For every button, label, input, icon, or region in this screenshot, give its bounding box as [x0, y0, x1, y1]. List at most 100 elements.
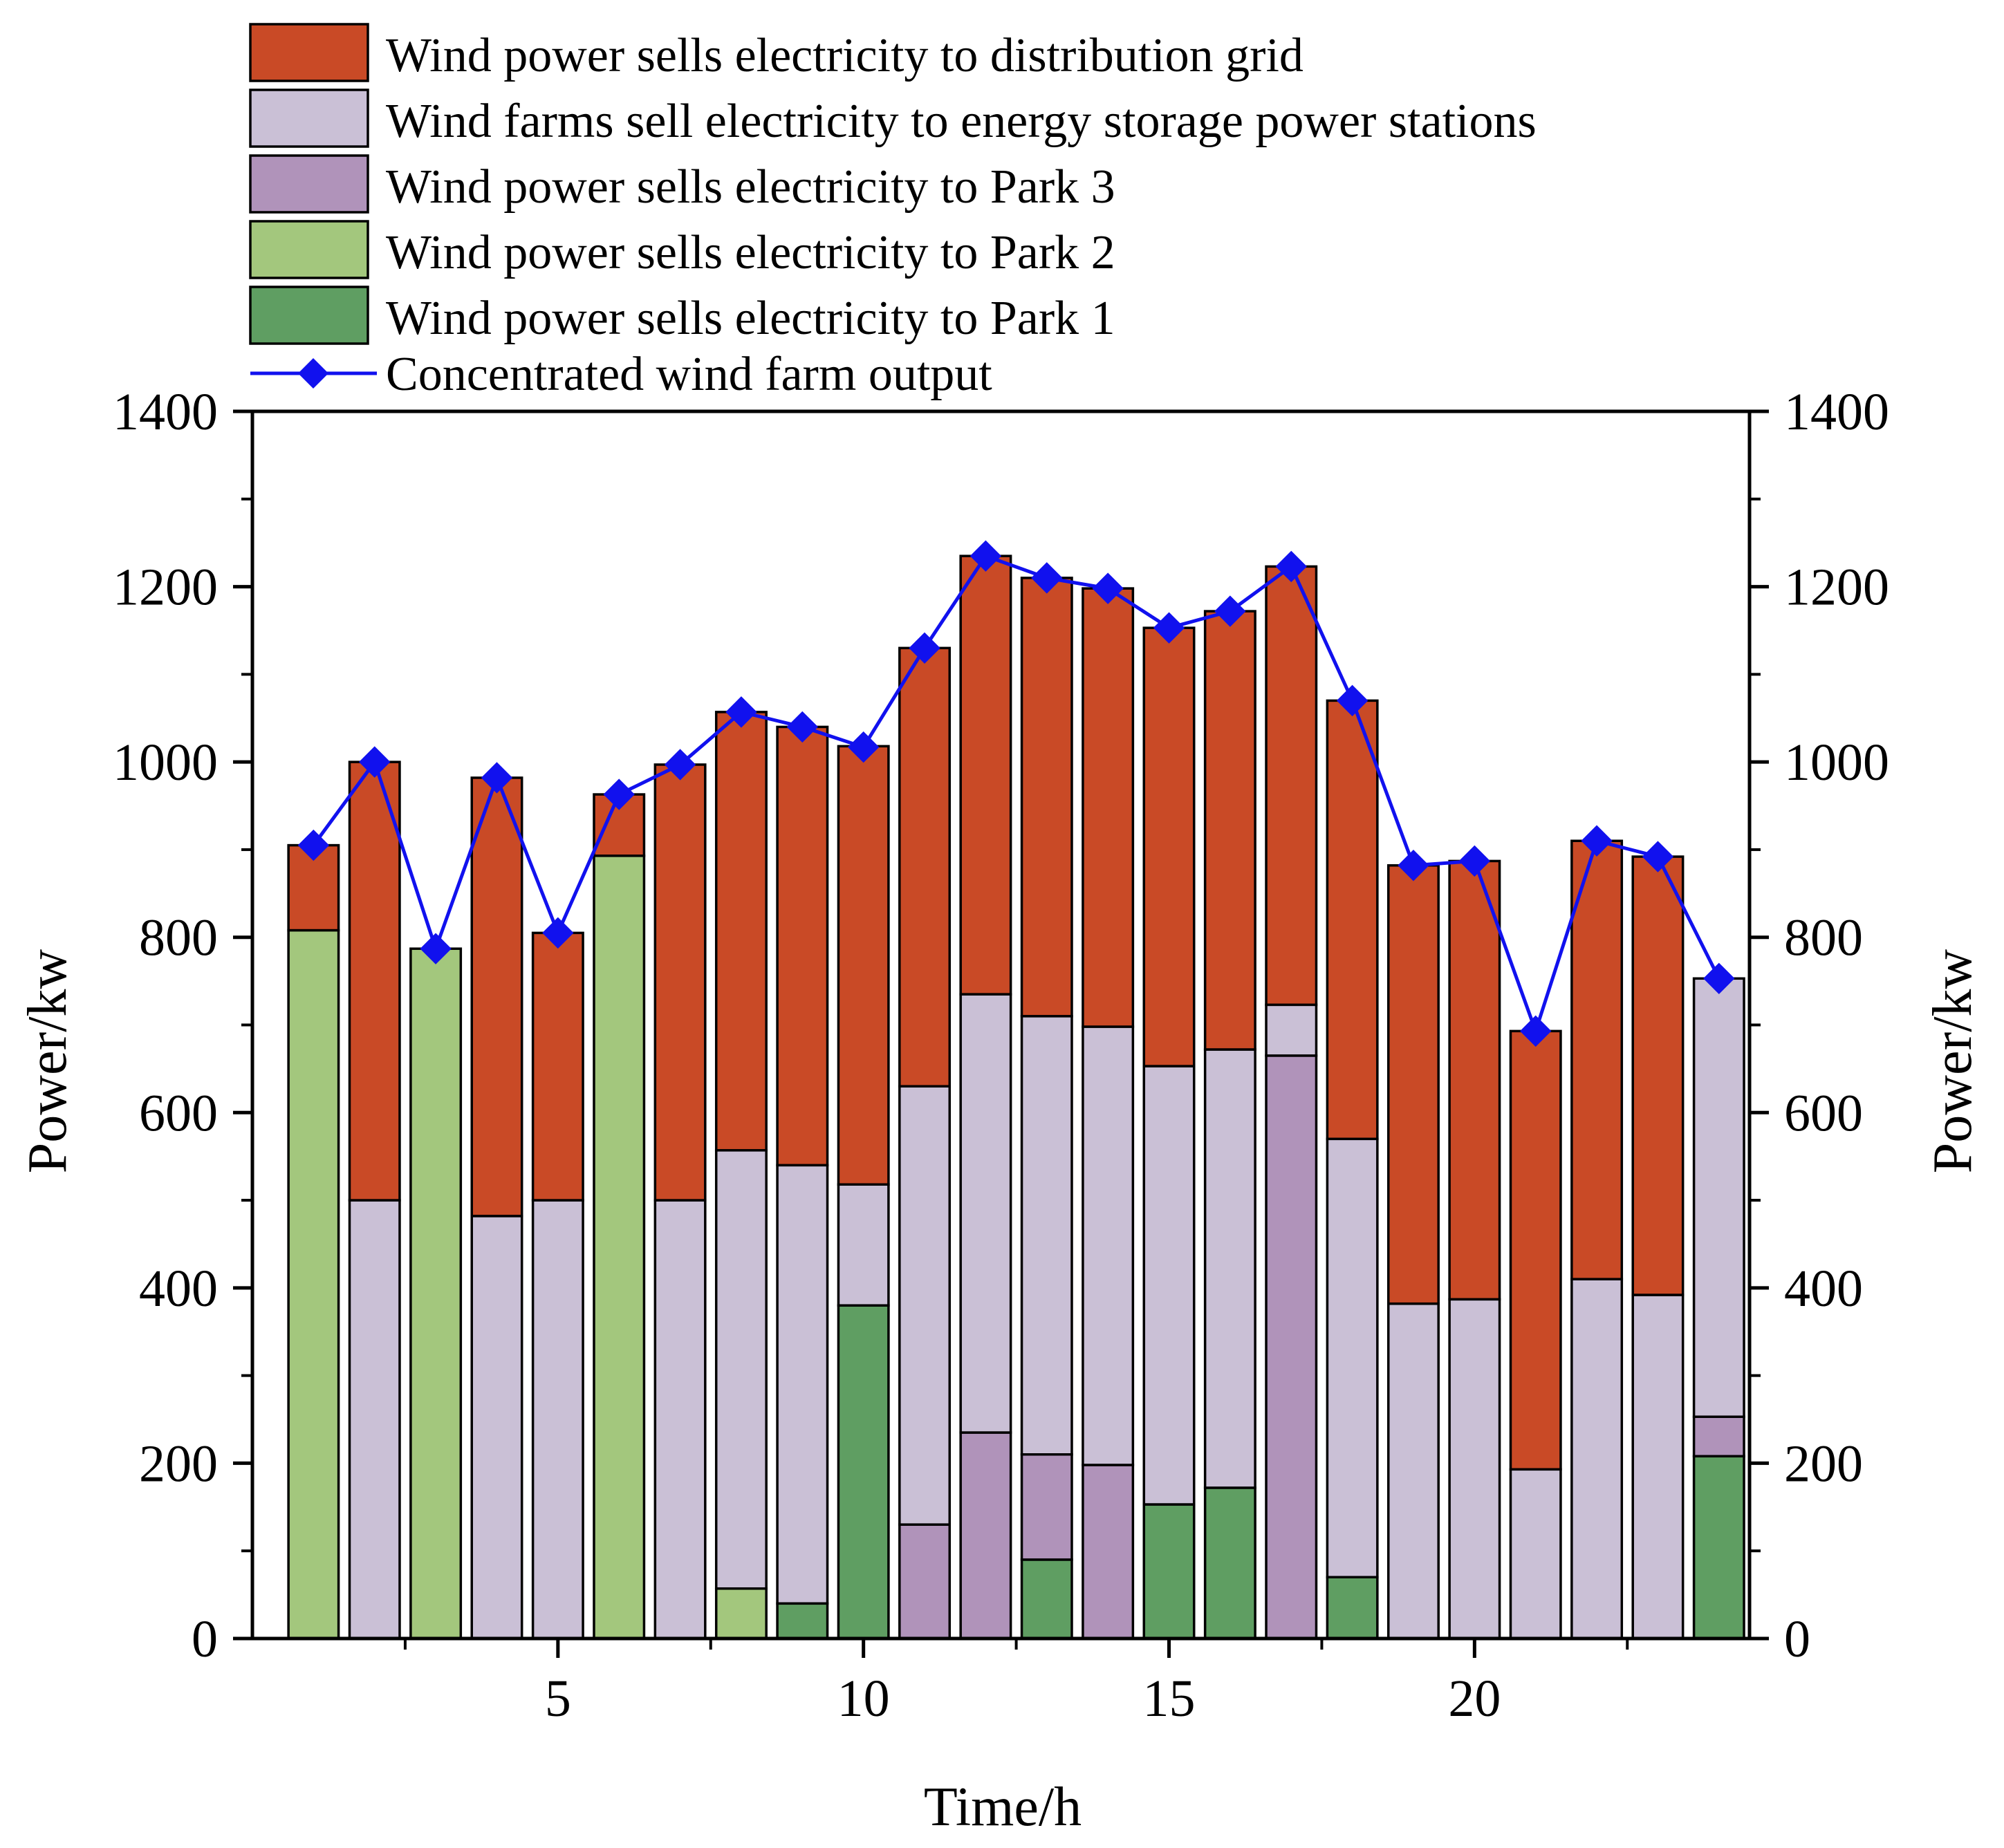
bar-segment-h12-s5: [959, 554, 1012, 996]
output-marker-h18: [1336, 684, 1369, 717]
y-tick-label-left: 800: [139, 909, 218, 967]
bar-segment-h19-s5: [1386, 864, 1440, 1305]
bar-segment-h24-s1: [1692, 1455, 1745, 1640]
legend-swatch-2: [249, 88, 369, 148]
output-marker-h24: [1703, 962, 1735, 995]
bar-segment-h8-s5: [714, 711, 768, 1152]
output-marker-h1: [297, 829, 330, 861]
line-series: [297, 540, 1735, 1047]
bar-segment-h4-s5: [470, 776, 523, 1217]
output-marker-h15: [1153, 612, 1185, 644]
x-tick-label: 20: [1448, 1670, 1501, 1728]
legend-swatch-3: [249, 154, 369, 214]
output-marker-h5: [542, 917, 574, 949]
legend: Wind power sells electricity to distribu…: [249, 23, 1537, 401]
legend-label-5: Wind power sells electricity to Park 1: [386, 292, 1115, 345]
bar-segment-h8-s2: [714, 1587, 768, 1640]
bar-area: [287, 554, 1745, 1640]
bar-segment-h6-s2: [593, 855, 646, 1640]
y-tick-label-left: 200: [139, 1435, 218, 1493]
legend-label-2: Wind farms sell electricity to energy st…: [386, 95, 1537, 148]
output-line: [312, 554, 1721, 1033]
legend-line-marker: [298, 358, 328, 389]
legend-swatch-4: [249, 220, 369, 279]
output-marker-h23: [1642, 841, 1674, 872]
output-marker-h19: [1398, 850, 1429, 881]
y-tick-label-left: 400: [139, 1260, 218, 1318]
bar-segment-h24-s3: [1692, 1415, 1745, 1458]
bar-segment-h13-s1: [1020, 1558, 1073, 1640]
output-marker-h9: [786, 711, 819, 743]
y-tick-label-right: 600: [1784, 1084, 1863, 1142]
output-marker-h13: [1031, 562, 1063, 594]
legend-label-3: Wind power sells electricity to Park 3: [386, 160, 1115, 214]
y-tick-label-right: 1400: [1784, 383, 1889, 441]
bar-segment-h4-s4: [470, 1215, 523, 1640]
bar-segment-h7-s4: [653, 1199, 707, 1640]
x-axis-label: Time/h: [924, 1777, 1082, 1838]
bar-segment-h11-s4: [898, 1085, 952, 1526]
bar-segment-h18-s1: [1326, 1576, 1379, 1640]
output-marker-h11: [909, 632, 940, 664]
bar-segment-h22-s5: [1570, 839, 1624, 1280]
bar-segment-h13-s3: [1020, 1453, 1073, 1561]
legend-label-1: Wind power sells electricity to distribu…: [386, 29, 1303, 82]
bar-segment-h10-s5: [837, 745, 890, 1186]
y-tick-label-left: 1000: [113, 734, 218, 792]
bar-segment-h15-s1: [1142, 1503, 1196, 1640]
bar-segment-h10-s4: [837, 1183, 890, 1307]
output-marker-h21: [1520, 1015, 1552, 1047]
bar-segment-h11-s3: [898, 1523, 952, 1640]
bar-segment-h24-s4: [1692, 977, 1745, 1418]
bar-segment-h1-s2: [287, 928, 340, 1640]
bar-segment-h12-s3: [959, 1431, 1012, 1640]
y-tick-label-right: 400: [1784, 1260, 1863, 1318]
legend-label-4: Wind power sells electricity to Park 2: [386, 226, 1115, 279]
bar-segment-h16-s1: [1203, 1486, 1256, 1640]
y-tick-label-right: 200: [1784, 1435, 1863, 1493]
bar-segment-h2-s4: [348, 1199, 401, 1640]
bar-segment-h14-s5: [1082, 587, 1135, 1028]
output-marker-h6: [603, 778, 635, 810]
bar-segment-h9-s1: [776, 1602, 829, 1640]
bar-segment-h23-s4: [1631, 1294, 1685, 1640]
output-marker-h17: [1275, 550, 1307, 583]
output-marker-h12: [969, 540, 1002, 572]
bar-segment-h17-s4: [1265, 1003, 1318, 1057]
bar-segment-h9-s4: [776, 1164, 829, 1605]
y-tick-label-right: 1200: [1784, 559, 1889, 617]
y-axis-label-right: Power/kw: [1922, 949, 1983, 1174]
bar-segment-h5-s5: [531, 931, 584, 1202]
bar-segment-h11-s5: [898, 646, 952, 1088]
bar-segment-h3-s2: [409, 947, 463, 1640]
bar-segment-h18-s4: [1326, 1137, 1379, 1578]
bar-segment-h5-s4: [531, 1199, 584, 1640]
bar-segment-h17-s3: [1265, 1054, 1318, 1640]
output-marker-h20: [1458, 845, 1491, 877]
output-marker-h16: [1214, 595, 1246, 627]
bar-segment-h23-s5: [1631, 855, 1685, 1296]
bar-segment-h22-s4: [1570, 1278, 1624, 1640]
output-marker-h7: [664, 749, 696, 781]
y-tick-label-right: 800: [1784, 909, 1863, 967]
bar-segment-h13-s4: [1020, 1015, 1073, 1456]
y-tick-label-right: 1000: [1784, 734, 1889, 792]
bar-segment-h9-s5: [776, 725, 829, 1167]
bar-segment-h17-s5: [1265, 565, 1318, 1007]
output-marker-h2: [359, 746, 391, 778]
y-tick-label-left: 1200: [113, 559, 218, 617]
output-marker-h3: [420, 933, 452, 964]
axes: 0 0 200 200 400 400 600 600 800 800 1000 1000 1200 12…: [113, 383, 1889, 1728]
x-tick-label: 5: [545, 1670, 571, 1728]
bar-segment-h21-s4: [1509, 1468, 1562, 1640]
y-tick-label-left: 0: [192, 1610, 218, 1668]
bar-segment-h14-s4: [1082, 1025, 1135, 1466]
bar-segment-h8-s4: [714, 1149, 768, 1590]
bar-segment-h7-s5: [653, 763, 707, 1202]
output-marker-h4: [481, 762, 513, 794]
y-tick-label-left: 1400: [113, 383, 218, 441]
bar-segment-h15-s4: [1142, 1065, 1196, 1506]
legend-swatch-1: [249, 23, 369, 82]
bar-segment-h13-s5: [1020, 577, 1073, 1018]
bar-segment-h20-s4: [1448, 1298, 1501, 1640]
